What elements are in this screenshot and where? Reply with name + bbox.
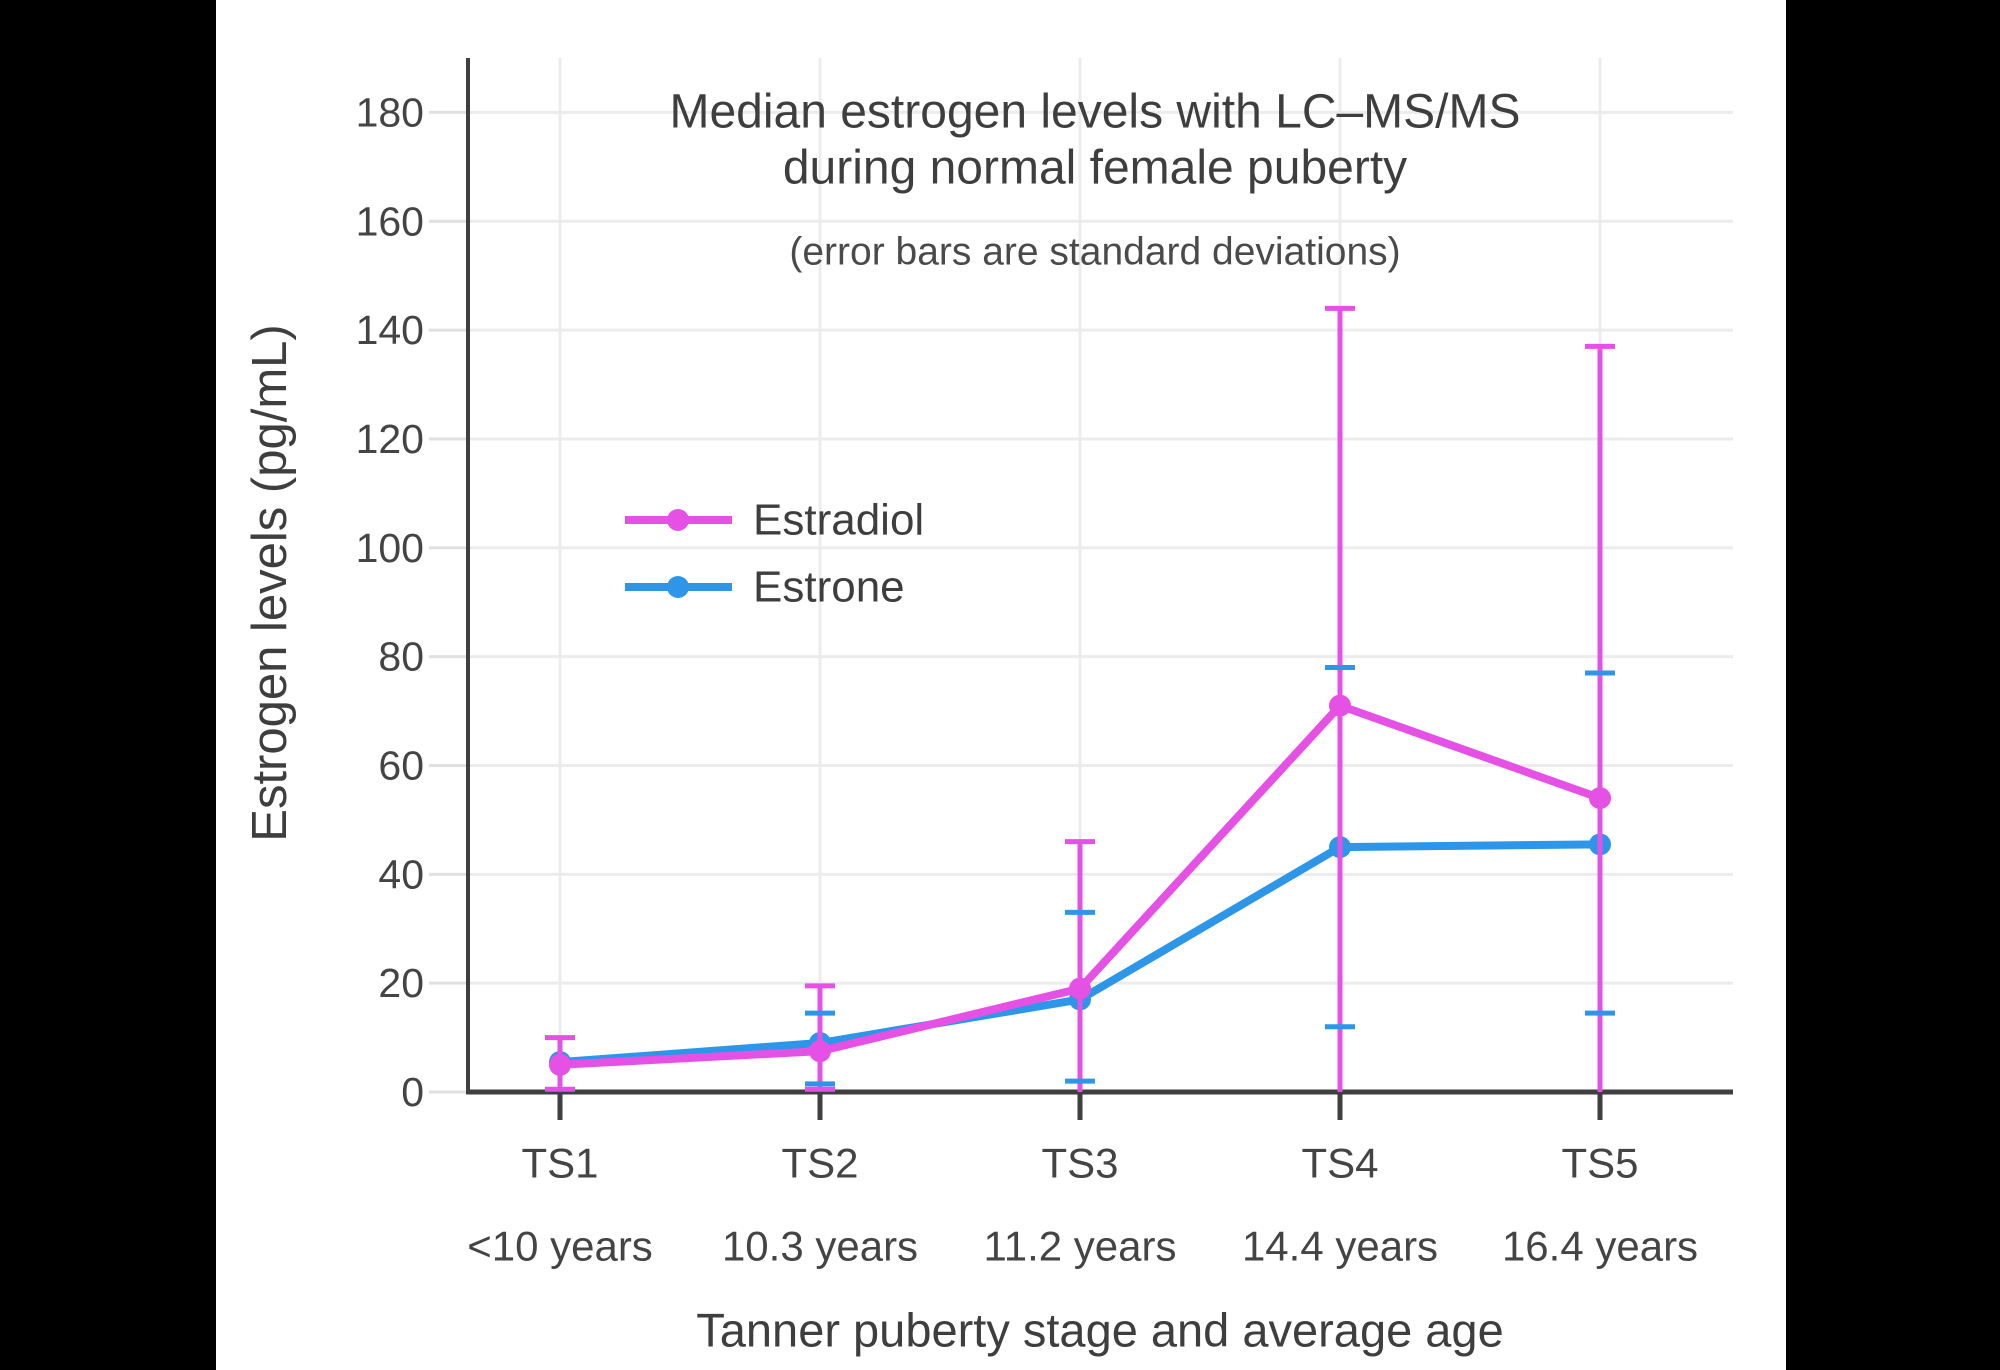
y-tick-label-0: 0 <box>401 1069 424 1115</box>
x-tick-label-stage-TS1: TS1 <box>521 1140 598 1187</box>
y-tick-label-20: 20 <box>378 960 424 1006</box>
y-tick-label-180: 180 <box>356 89 424 135</box>
x-tick-label-age-TS5: 16.4 years <box>1502 1223 1698 1270</box>
y-tick-label-140: 140 <box>356 307 424 353</box>
x-axis-title: Tanner puberty stage and average age <box>696 1304 1503 1357</box>
chart-subtitle: (error bars are standard deviations) <box>789 231 1400 274</box>
y-axis-title: Estrogen levels (pg/mL) <box>243 324 297 841</box>
legend-label-estrone: Estrone <box>753 563 905 612</box>
y-tick-label-60: 60 <box>378 742 424 788</box>
y-tick-label-80: 80 <box>378 634 424 680</box>
y-tick-label-160: 160 <box>356 198 424 244</box>
chart-title-line1: Median estrogen levels with LC–MS/MS <box>669 86 1520 139</box>
x-tick-label-age-TS3: 11.2 years <box>984 1223 1177 1270</box>
x-tick-label-age-TS1: <10 years <box>467 1223 653 1270</box>
chart-panel <box>216 0 1786 1370</box>
chart-title-line2: during normal female puberty <box>783 142 1407 195</box>
y-tick-label-120: 120 <box>356 416 424 462</box>
x-tick-label-age-TS4: 14.4 years <box>1242 1223 1438 1270</box>
legend-item-estrone[interactable]: Estrone <box>625 563 905 612</box>
legend-label-estradiol: Estradiol <box>753 496 924 545</box>
y-tick-label-100: 100 <box>356 525 424 571</box>
x-tick-label-stage-TS4: TS4 <box>1301 1140 1378 1187</box>
x-tick-label-stage-TS2: TS2 <box>781 1140 858 1187</box>
x-tick-label-age-TS2: 10.3 years <box>722 1223 918 1270</box>
legend-item-estradiol[interactable]: Estradiol <box>625 496 924 545</box>
legend-swatch-marker <box>667 509 689 531</box>
legend-swatch-marker <box>667 576 689 598</box>
y-tick-label-40: 40 <box>378 851 424 897</box>
x-tick-label-stage-TS5: TS5 <box>1561 1140 1638 1187</box>
x-tick-label-stage-TS3: TS3 <box>1041 1140 1118 1187</box>
